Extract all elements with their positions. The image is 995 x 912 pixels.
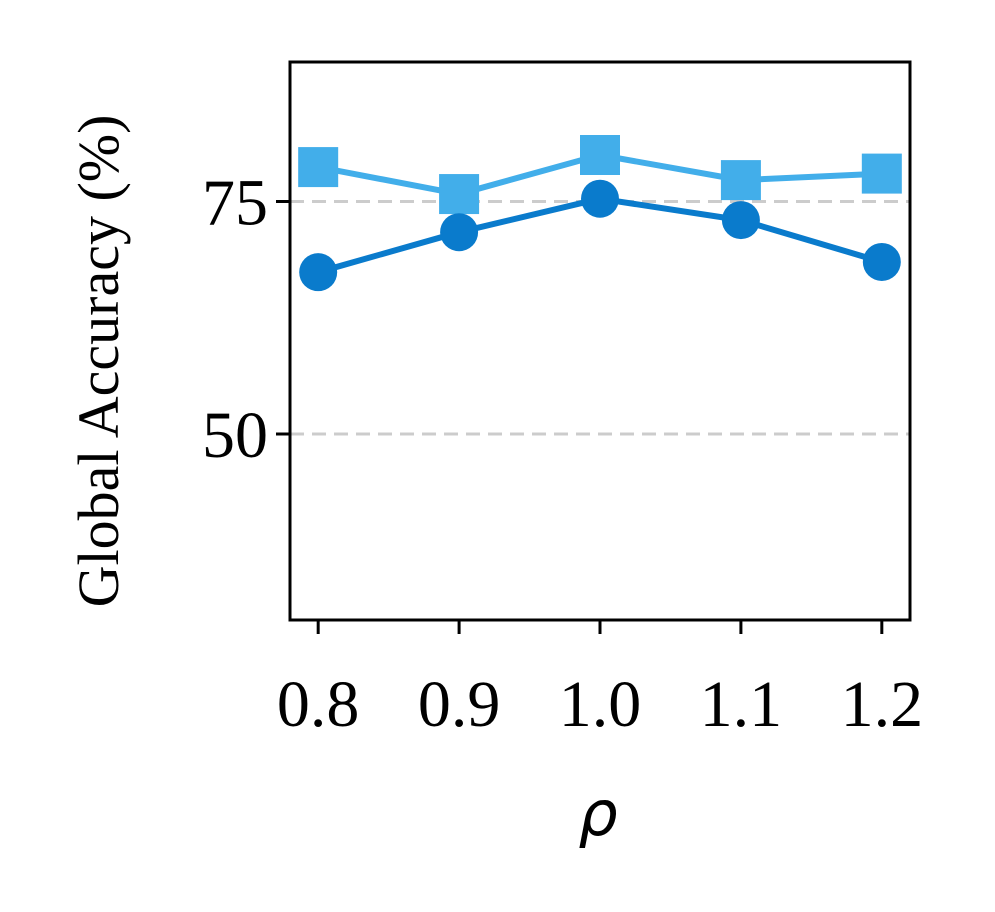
x-axis-label: ρ <box>578 777 617 850</box>
data-point-circle <box>581 179 619 218</box>
series-layer <box>298 135 902 292</box>
data-point-square <box>298 147 339 188</box>
data-point-circle <box>299 253 338 292</box>
x-axis: 0.8 0.9 1.0 1.1 1.2 <box>277 620 923 741</box>
data-point-square <box>439 174 480 215</box>
y-axis: 50 75 <box>202 167 290 472</box>
data-point-square <box>720 160 761 201</box>
data-point-square <box>861 153 902 194</box>
grid-lines <box>290 200 910 436</box>
data-point-circle <box>440 213 479 252</box>
y-tick-label: 75 <box>202 167 268 240</box>
x-tick-label: 0.8 <box>277 668 360 741</box>
x-tick-label: 1.2 <box>841 668 924 741</box>
y-axis-label: Global Accuracy (%) <box>66 115 131 608</box>
data-point-circle <box>721 201 760 240</box>
data-point-square <box>580 135 620 175</box>
x-tick-label: 1.1 <box>700 668 783 741</box>
y-tick-label: 50 <box>202 399 268 472</box>
x-tick-label: 1.0 <box>559 668 642 741</box>
x-tick-label: 0.9 <box>418 668 501 741</box>
data-point-circle <box>862 242 901 281</box>
